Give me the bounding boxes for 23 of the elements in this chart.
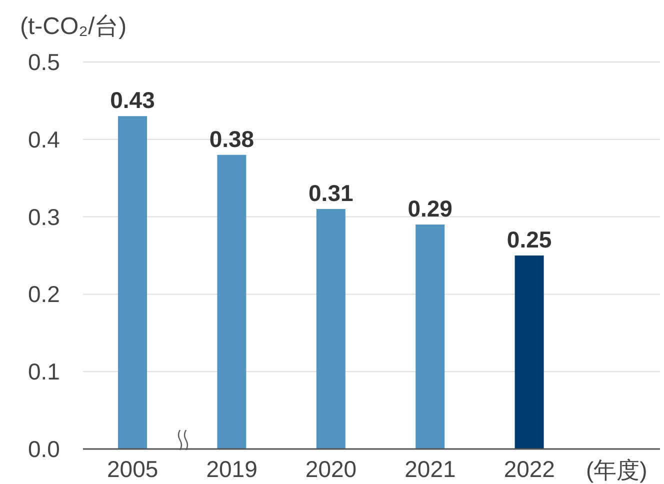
y-tick-label: 0.2 [28,281,60,308]
data-label: 0.38 [209,126,254,152]
x-tick-label: 2020 [305,456,357,482]
x-tick-label: 2005 [107,456,158,482]
data-label: 0.25 [506,226,552,252]
x-tick-label: 2022 [504,456,555,482]
y-tick-label: 0.5 [28,49,60,75]
y-axis-title: (t-CO₂/台) [20,12,127,42]
data-label: 0.29 [408,196,452,222]
y-tick-label: 0.3 [28,204,60,230]
y-tick-label: 0.1 [28,358,60,385]
x-tick-label: 2019 [206,456,258,482]
y-tick-label: 0.0 [28,436,60,462]
data-label: 0.43 [110,87,155,114]
bar [316,209,346,449]
bar [416,224,445,449]
y-tick-label: 0.4 [28,126,60,152]
bar [514,256,544,449]
bar [217,154,246,449]
x-tick-label: 2021 [404,456,456,482]
bar [118,116,147,449]
x-axis-title: (年度) [586,456,648,484]
data-label: 0.31 [308,180,354,206]
